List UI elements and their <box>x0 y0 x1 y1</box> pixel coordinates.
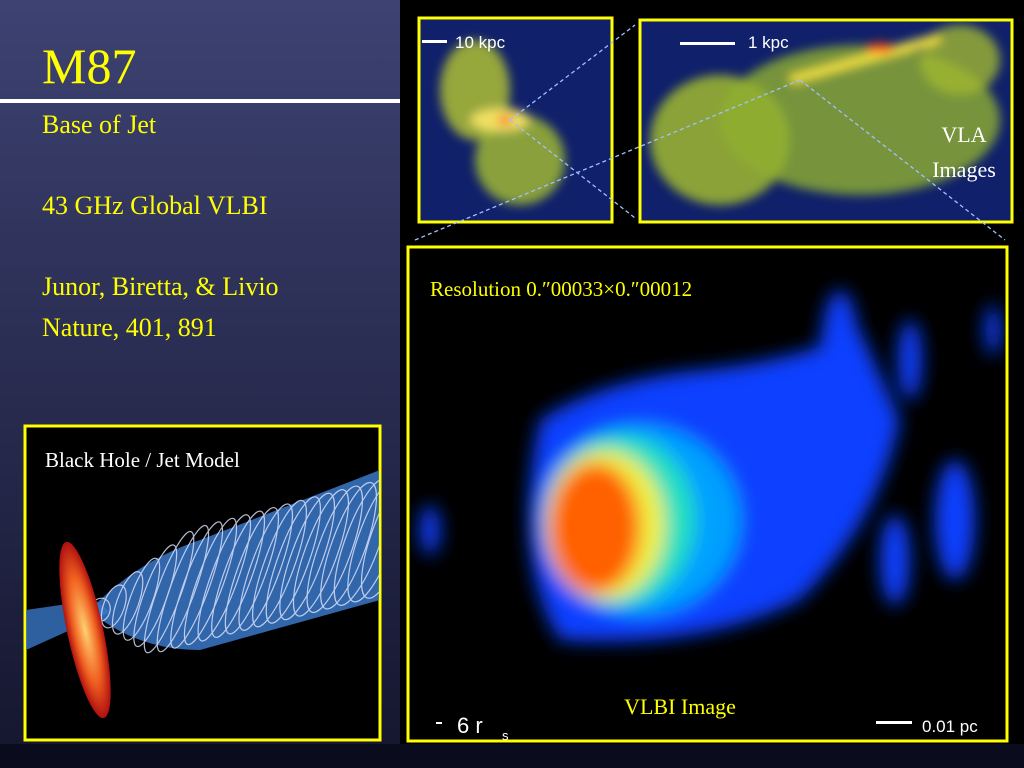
jet-coil <box>183 517 238 646</box>
jet-coil <box>143 530 195 654</box>
jet-model-panel: Black Hole / Jet Model <box>23 424 382 742</box>
vlbi-panel: Resolution 0.″00033×0.″00012 VLBI Image … <box>406 245 1009 743</box>
jet-coil <box>100 584 127 629</box>
jet-coil <box>333 478 379 606</box>
jet-coil <box>252 499 308 628</box>
panel-label: VLBI Image <box>624 694 736 719</box>
jet-coil <box>347 474 379 603</box>
jet-coil <box>306 485 364 614</box>
jet-coil <box>170 521 224 649</box>
jet-coil <box>320 481 378 610</box>
panel-label: Images <box>932 157 996 182</box>
scale-label: 10 kpc <box>455 33 506 52</box>
info-line: Nature, 401, 891 <box>42 313 217 342</box>
jet-coil <box>265 496 322 624</box>
jet-coil <box>224 506 280 635</box>
jet-coil <box>211 510 266 639</box>
panel-label: Black Hole / Jet Model <box>45 448 240 472</box>
jet-coil <box>156 524 210 653</box>
scale-label: 6 r <box>457 713 483 738</box>
slide-title: M87 <box>42 38 136 94</box>
resolution-label: Resolution 0.″00033×0.″00012 <box>430 277 692 301</box>
panel-label: VLA <box>941 122 986 147</box>
jet-coil <box>279 492 336 621</box>
jet-coil <box>238 503 294 631</box>
title-rule <box>0 99 400 103</box>
vla-panel-wide: 10 kpc <box>417 16 614 224</box>
subtitle: Base of Jet <box>42 110 157 139</box>
scale-label: 0.01 pc <box>922 717 978 736</box>
jet-coil <box>111 571 144 635</box>
jet-coil <box>197 514 252 642</box>
footer-band <box>0 744 1024 768</box>
zoom-lines <box>414 24 1006 241</box>
jet-coil <box>292 489 350 617</box>
jet-coil <box>360 471 379 599</box>
scale-label: s <box>502 728 509 743</box>
scale-label: 1 kpc <box>748 33 789 52</box>
vla-panel-zoom: 1 kpc VLA Images <box>638 18 1014 224</box>
info-line: 43 GHz Global VLBI <box>42 191 268 220</box>
jet-coil <box>122 557 161 641</box>
info-line: Junor, Biretta, & Livio <box>42 272 279 301</box>
